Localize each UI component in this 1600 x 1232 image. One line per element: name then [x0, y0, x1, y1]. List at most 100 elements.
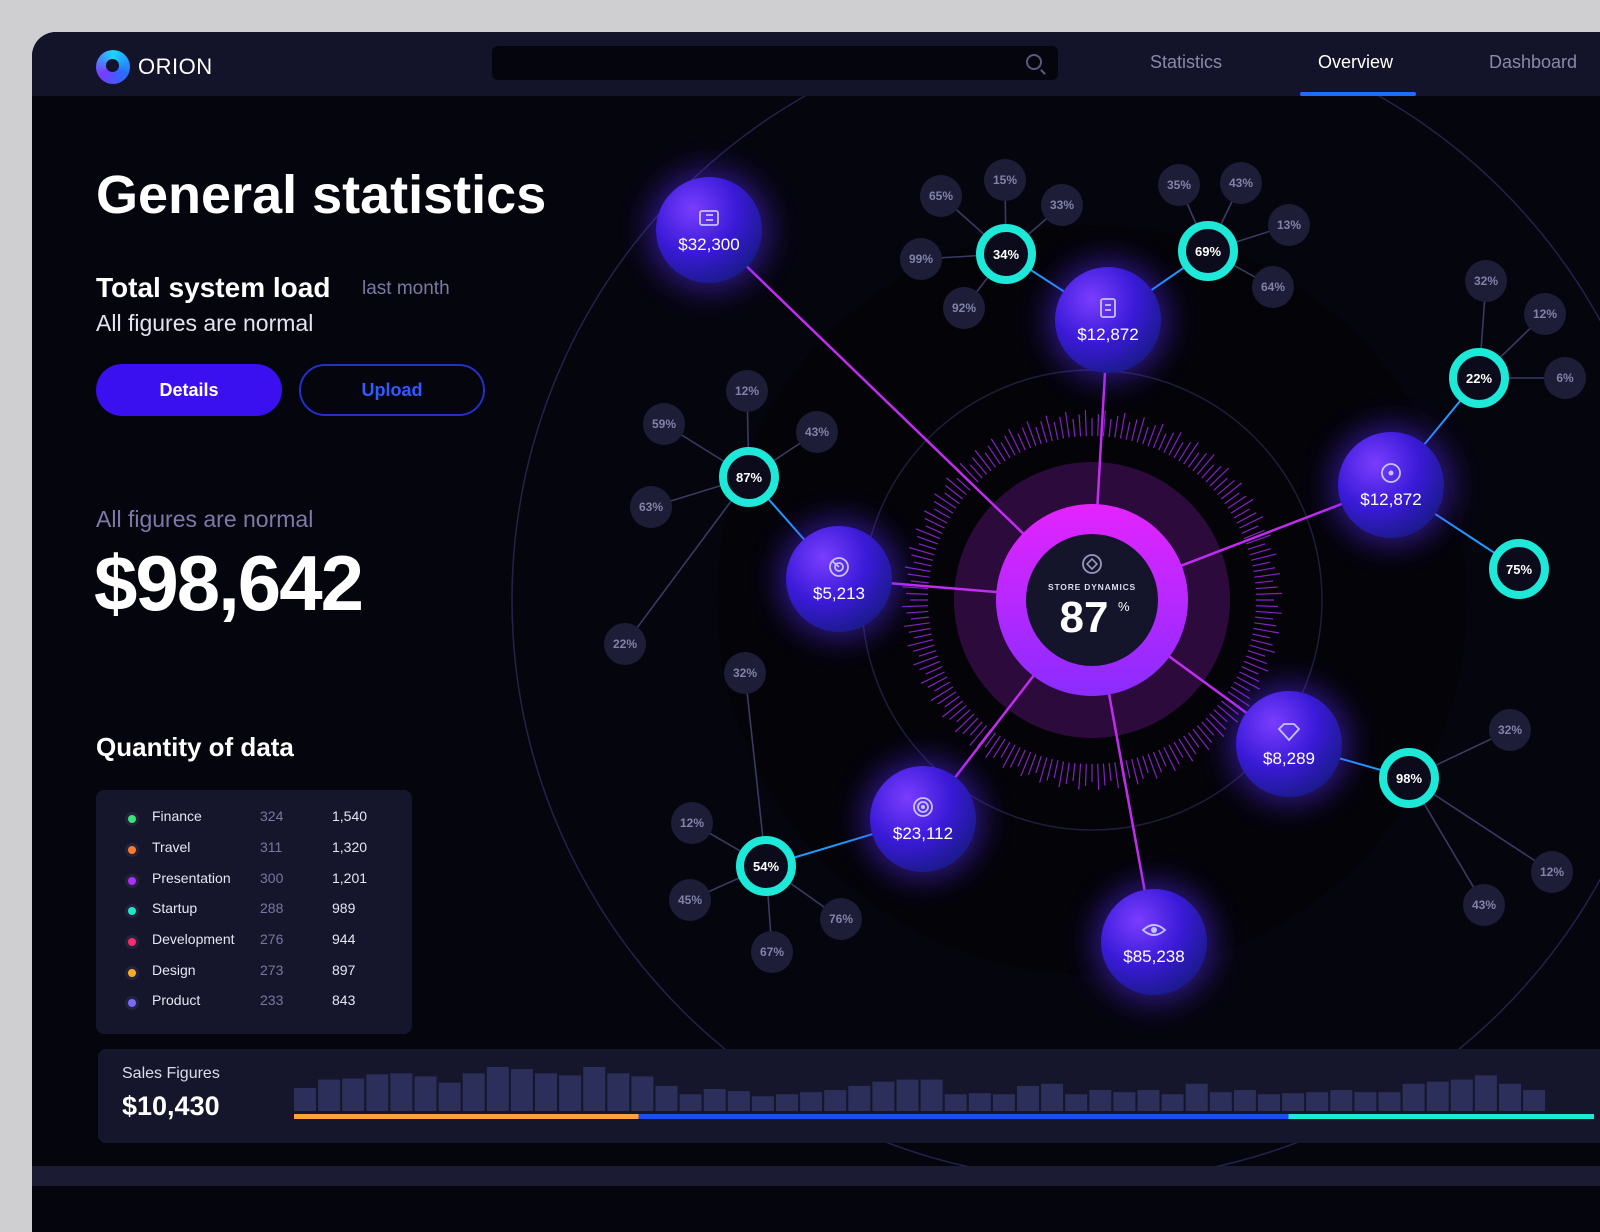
leaf-bubble[interactable]: 15% — [984, 159, 1026, 201]
row-total: 1,540 — [332, 808, 368, 824]
presentation-dot-icon — [128, 877, 136, 885]
hub-tick — [1205, 717, 1225, 738]
tab-dashboard[interactable]: Dashboard — [1489, 52, 1578, 72]
leaf-bubble[interactable]: 99% — [900, 238, 942, 280]
hub-tick — [1255, 605, 1278, 608]
hub-tick — [1255, 610, 1282, 614]
sales-bar — [510, 1069, 533, 1111]
sales-bar — [294, 1087, 316, 1111]
leaf-bubble[interactable]: 12% — [671, 802, 713, 844]
value-node[interactable]: $85,238 — [1092, 880, 1216, 1004]
leaf-bubble[interactable]: 43% — [796, 411, 838, 453]
percentage-ring[interactable]: 34% — [976, 224, 1036, 284]
value-node[interactable]: $5,213 — [777, 517, 901, 641]
ring-value: 54% — [753, 859, 779, 874]
table-row[interactable]: Development 276 944 — [96, 929, 412, 959]
search-bar[interactable] — [492, 46, 1058, 82]
percentage-ring[interactable]: 87% — [719, 447, 779, 507]
percentage-ring[interactable]: 98% — [1379, 748, 1439, 808]
value-node[interactable]: $12,872 — [1046, 258, 1170, 382]
hub-tick — [1243, 529, 1265, 540]
leaf-bubble[interactable]: 35% — [1158, 164, 1200, 206]
hub-tick — [902, 605, 929, 608]
sales-progress-segment — [638, 1114, 1289, 1119]
leaf-bubble[interactable]: 92% — [943, 287, 985, 329]
leaf-bubble[interactable]: 32% — [1489, 709, 1531, 751]
hub-tick — [1163, 747, 1176, 772]
leaf-bubble[interactable]: 12% — [1531, 851, 1573, 893]
value-node[interactable]: $32,300 — [647, 168, 771, 292]
hub-tick — [1239, 516, 1264, 529]
hub-tick — [1243, 660, 1269, 672]
percentage-ring[interactable]: 69% — [1178, 221, 1238, 281]
percentage-ring[interactable]: 54% — [736, 836, 796, 896]
hub-tick — [1009, 747, 1021, 768]
sales-bar — [462, 1073, 485, 1111]
percentage-ring[interactable]: 22% — [1449, 348, 1509, 408]
hub-tick — [1045, 415, 1053, 442]
sales-bar — [1282, 1093, 1305, 1111]
leaf-bubble[interactable]: 65% — [920, 175, 962, 217]
table-row[interactable]: Presentation 300 1,201 — [96, 868, 412, 898]
sales-bar — [1113, 1092, 1136, 1111]
search-input[interactable] — [492, 46, 1028, 82]
percentage-ring[interactable]: 75% — [1489, 539, 1549, 599]
table-row[interactable]: Finance 324 1,540 — [96, 806, 412, 836]
hub-tick — [1255, 592, 1282, 595]
sales-bar — [1523, 1090, 1546, 1111]
leaf-bubble[interactable]: 32% — [724, 652, 766, 694]
leaf-bubble[interactable]: 59% — [643, 403, 685, 445]
leaf-bubble[interactable]: 64% — [1252, 266, 1294, 308]
bullseye-icon — [913, 797, 933, 817]
upload-button[interactable]: Upload — [299, 364, 485, 416]
leaf-bubble[interactable]: 45% — [669, 879, 711, 921]
hub-tick — [1142, 755, 1149, 774]
hub-tick — [908, 627, 931, 633]
percentage-rings: 65% 15% 33% 99% 92% 34% 35% 43% 13% 64% 69% 12% 59% 4… — [604, 159, 1586, 973]
table-row[interactable]: Design 273 897 — [96, 960, 412, 990]
leaf-bubble[interactable]: 76% — [820, 898, 862, 940]
search-icon[interactable] — [1026, 54, 1042, 70]
leaf-value: 76% — [829, 912, 853, 926]
hub-tick — [1201, 464, 1215, 479]
value-node[interactable]: $23,112 — [861, 757, 985, 881]
leaf-bubble[interactable]: 33% — [1041, 184, 1083, 226]
leaf-bubble[interactable]: 67% — [751, 931, 793, 973]
leaf-bubble[interactable]: 43% — [1220, 162, 1262, 204]
leaf-bubble[interactable]: 32% — [1465, 260, 1507, 302]
leaf-bubble[interactable]: 43% — [1463, 884, 1505, 926]
hub-tick — [1078, 763, 1082, 790]
sales-bar — [1330, 1090, 1353, 1111]
hub-tick — [1233, 508, 1250, 519]
node-value: $12,872 — [1360, 490, 1421, 509]
leaf-value: 43% — [1472, 898, 1496, 912]
system-load-title: Total system load — [96, 272, 331, 303]
hub-tick — [1220, 700, 1239, 715]
logo[interactable]: ORION — [96, 50, 213, 84]
finance-dot-icon — [128, 815, 136, 823]
table-row[interactable]: Product 233 843 — [96, 990, 412, 1020]
leaf-bubble[interactable]: 13% — [1268, 204, 1310, 246]
ring-value: 69% — [1195, 244, 1221, 259]
details-button[interactable]: Details — [96, 364, 282, 416]
tab-statistics[interactable]: Statistics — [1150, 52, 1223, 72]
sales-bar — [366, 1074, 389, 1111]
leaf-bubble[interactable]: 22% — [604, 623, 646, 665]
tab-overview[interactable]: Overview — [1318, 52, 1394, 72]
value-node[interactable]: $12,872 — [1329, 423, 1453, 547]
hub-tick — [1255, 616, 1274, 620]
value-node[interactable]: $8,289 — [1227, 682, 1351, 806]
leaf-bubble[interactable]: 12% — [726, 370, 768, 412]
leaf-bubble[interactable]: 63% — [630, 486, 672, 528]
hub-tick — [1142, 426, 1149, 445]
quantity-table: Finance 324 1,540 Travel 311 1,320 Prese… — [96, 790, 412, 1034]
table-row[interactable]: Startup 288 989 — [96, 898, 412, 928]
table-row[interactable]: Travel 311 1,320 — [96, 837, 412, 867]
hub-tick — [1021, 427, 1032, 449]
hub-tick — [969, 464, 983, 479]
leaf-bubble[interactable]: 6% — [1544, 357, 1586, 399]
leaf-connector — [744, 672, 767, 867]
leaf-value: 32% — [733, 666, 757, 680]
leaf-bubble[interactable]: 12% — [1524, 293, 1566, 335]
sales-bar — [438, 1082, 461, 1111]
